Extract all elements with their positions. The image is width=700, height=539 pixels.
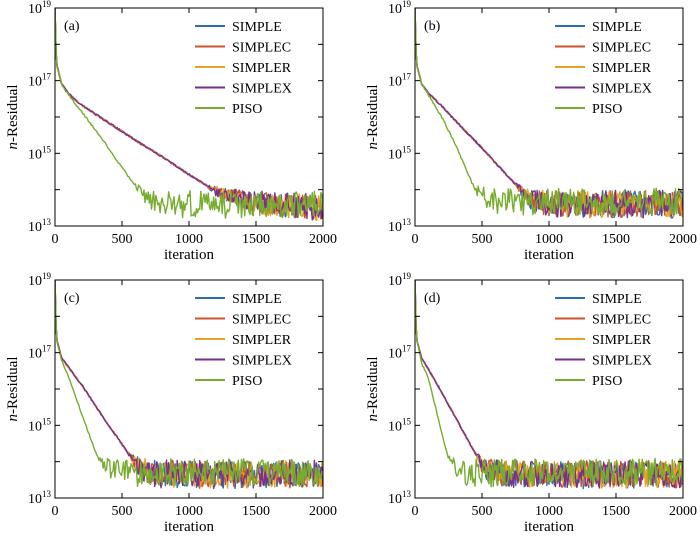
panel-d: 0 500 1000 1500 2000 1013 1015 1017 1019 iteratio… [365,271,697,535]
y-tick-label: 1013 [28,489,52,507]
legend-label-simpler: SIMPLER [232,61,292,76]
legend-label-simple: SIMPLE [232,292,282,307]
panel-a: 0 500 1000 1500 2000 1013 1015 1017 1019 iteratio… [5,0,337,263]
y-tick-label: 1019 [28,271,52,289]
x-tick-label: 1000 [175,232,203,247]
panel-label: (c) [64,291,80,306]
y-tick-label: 1015 [28,416,52,434]
x-tick-label: 500 [112,232,133,247]
x-tick-label: 1000 [175,504,203,519]
legend: SIMPLE SIMPLEC SIMPLER SIMPLEX PISO [555,20,652,117]
y-tick-label: 1017 [28,72,52,90]
panel-c: 0 500 1000 1500 2000 1013 1015 1017 1019 iteratio… [5,271,337,535]
legend-label-piso: PISO [592,374,622,389]
plot-area [415,280,683,490]
plot-area [415,8,683,219]
legend: SIMPLE SIMPLEC SIMPLER SIMPLEX PISO [195,292,292,389]
x-axis-label: iteration [524,519,574,535]
x-axis-label: iteration [164,519,214,535]
x-tick-label: 500 [472,232,493,247]
series-line-simplec [55,280,323,489]
x-tick-label: 1500 [242,504,270,519]
x-tick-label: 0 [52,232,59,247]
series-line-piso [415,280,683,488]
legend-label-simpler: SIMPLER [232,333,292,348]
y-tick-label: 1013 [28,217,52,235]
series-line-simple [415,8,683,219]
legend: SIMPLE SIMPLEC SIMPLER SIMPLEX PISO [555,292,652,389]
x-axis-label: iteration [524,247,574,263]
x-tick-label: 1000 [535,232,563,247]
y-tick-label: 1013 [388,217,412,235]
legend-label-simplec: SIMPLEC [232,41,291,56]
panel-label: (b) [424,19,441,34]
y-tick-label: 1019 [388,0,412,17]
x-tick-label: 0 [52,504,59,519]
x-tick-label: 1500 [602,232,630,247]
legend-label-simplex: SIMPLEX [592,82,652,97]
legend: SIMPLE SIMPLEC SIMPLER SIMPLEX PISO [195,20,292,117]
legend-label-simplec: SIMPLEC [592,313,651,328]
y-axis-label: n-Residual [5,85,21,150]
y-tick-label: 1017 [28,344,52,362]
series-line-piso [55,280,323,488]
y-tick-label: 1017 [388,72,412,90]
x-axis-label: iteration [164,247,214,263]
y-axis-label: n-Residual [5,357,21,422]
legend-label-simple: SIMPLE [592,20,642,35]
y-tick-label: 1015 [388,416,412,434]
legend-label-simplec: SIMPLEC [592,41,651,56]
y-axis-label: n-Residual [365,85,381,150]
legend-label-simplex: SIMPLEX [592,354,652,369]
panel-label: (d) [424,291,441,306]
x-tick-label: 500 [112,504,133,519]
legend-label-simplex: SIMPLEX [232,354,292,369]
panel-b: 0 500 1000 1500 2000 1013 1015 1017 1019 iteratio… [365,0,697,263]
y-tick-label: 1019 [388,271,412,289]
series-line-piso [415,8,683,217]
x-tick-label: 0 [412,232,419,247]
legend-label-piso: PISO [232,374,262,389]
x-tick-label: 1500 [242,232,270,247]
x-tick-label: 2000 [669,504,697,519]
legend-label-simplex: SIMPLEX [232,82,292,97]
y-tick-label: 1013 [388,489,412,507]
y-tick-label: 1019 [28,0,52,17]
y-tick-label: 1015 [28,144,52,162]
legend-label-piso: PISO [592,102,622,117]
x-tick-label: 2000 [669,232,697,247]
y-axis-label: n-Residual [365,357,381,422]
y-tick-label: 1017 [388,344,412,362]
plot-area [55,8,323,222]
x-tick-label: 1500 [602,504,630,519]
series-line-simplex [415,280,683,489]
legend-label-simple: SIMPLE [232,20,282,35]
legend-label-simple: SIMPLE [592,292,642,307]
y-tick-label: 1015 [388,144,412,162]
x-tick-label: 0 [412,504,419,519]
series-line-piso [55,8,323,219]
series-line-simplec [415,8,683,219]
legend-label-simplec: SIMPLEC [232,313,291,328]
plot-area [55,280,323,490]
x-tick-label: 500 [472,504,493,519]
x-tick-label: 2000 [309,504,337,519]
panel-label: (a) [64,19,80,34]
x-tick-label: 2000 [309,232,337,247]
x-tick-label: 1000 [535,504,563,519]
legend-label-piso: PISO [232,102,262,117]
legend-label-simpler: SIMPLER [592,61,652,76]
series-line-simple [415,280,683,490]
legend-label-simpler: SIMPLER [592,333,652,348]
series-line-simple [55,280,323,490]
